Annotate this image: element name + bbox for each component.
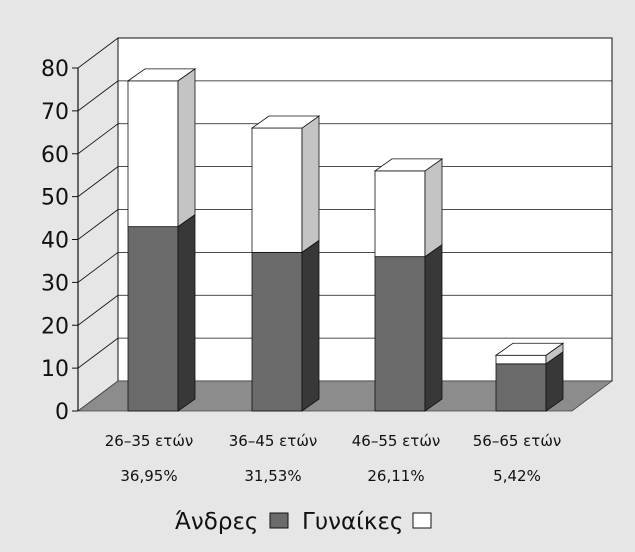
category-label: 46–55 ετών: [352, 432, 441, 450]
category-percentage: 31,53%: [244, 467, 301, 485]
category-percentage: 36,95%: [120, 467, 177, 485]
bar-1: [126, 68, 197, 412]
bar-top: [250, 115, 321, 129]
grid-diagonal-50: [77, 166, 119, 197]
y-tick-label: 60: [41, 143, 69, 168]
bar-side-male: [177, 213, 196, 412]
bars: [126, 68, 565, 412]
category-labels: 26–35 ετών 36,95% 36–45 ετών 31,53% 46–55 ετ…: [105, 432, 562, 485]
y-tick-label: 20: [41, 314, 69, 339]
category-label: 56–65 ετών: [473, 432, 562, 450]
bar-side-male: [301, 239, 320, 412]
bar-segment-female: [251, 127, 303, 253]
y-tick-label: 0: [55, 400, 69, 425]
bar-4: [494, 342, 565, 412]
y-tick-label: 50: [41, 186, 69, 211]
legend-swatch-male: [269, 512, 289, 529]
y-tick-label: 40: [41, 229, 69, 254]
category-label: 36–45 ετών: [229, 432, 318, 450]
bar-side-male: [424, 243, 443, 412]
bar-segment-male: [127, 226, 179, 412]
bar-top: [373, 158, 444, 172]
y-axis: 0 10 20 30 40 50 60 70 80: [41, 57, 79, 425]
bar-top: [126, 68, 197, 82]
grid-diagonal-30: [77, 252, 119, 283]
bar-top: [494, 342, 565, 356]
bar-side-female: [301, 115, 320, 254]
y-tick-label: 80: [41, 57, 69, 82]
grid-diagonal-20: [77, 294, 119, 326]
y-tick-label: 10: [41, 357, 69, 382]
y-tick-label: 70: [41, 100, 69, 125]
bar-2: [250, 115, 321, 412]
bar-3: [373, 158, 444, 412]
bar-segment-male: [374, 256, 426, 412]
bar-segment-male: [495, 363, 547, 412]
grid-diagonal-80: [77, 37, 119, 69]
bar-segment-male: [251, 251, 303, 412]
bar-segment-female: [374, 170, 426, 258]
grid-diagonal-70: [77, 80, 119, 112]
legend-label-female: Γυναίκες: [302, 509, 403, 535]
legend-label-male: Άνδρες: [175, 509, 258, 535]
grid-diagonal-40: [77, 209, 119, 240]
grid-diagonal-60: [77, 123, 119, 155]
category-label: 26–35 ετών: [105, 432, 194, 450]
bar-side-female: [424, 158, 443, 258]
bar-segment-female: [495, 354, 547, 365]
category-percentage: 5,42%: [493, 467, 541, 485]
bar-segment-female: [127, 80, 179, 228]
back-wall: [77, 37, 613, 412]
grid-diagonal-10: [77, 337, 119, 369]
y-tick-label: 30: [41, 271, 69, 296]
bar-side-female: [177, 68, 196, 228]
legend-swatch-female: [412, 512, 432, 529]
legend: Άνδρες Γυναίκες: [175, 509, 432, 535]
category-percentage: 26,11%: [367, 467, 424, 485]
